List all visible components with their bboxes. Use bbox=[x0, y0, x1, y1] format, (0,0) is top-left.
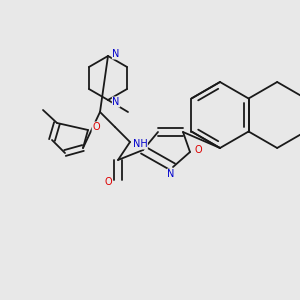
Text: N: N bbox=[112, 97, 120, 107]
Text: N: N bbox=[112, 49, 120, 59]
Text: N: N bbox=[167, 169, 175, 179]
Text: NH: NH bbox=[133, 139, 147, 149]
Text: O: O bbox=[194, 145, 202, 155]
Text: O: O bbox=[104, 177, 112, 187]
Text: O: O bbox=[92, 122, 100, 132]
